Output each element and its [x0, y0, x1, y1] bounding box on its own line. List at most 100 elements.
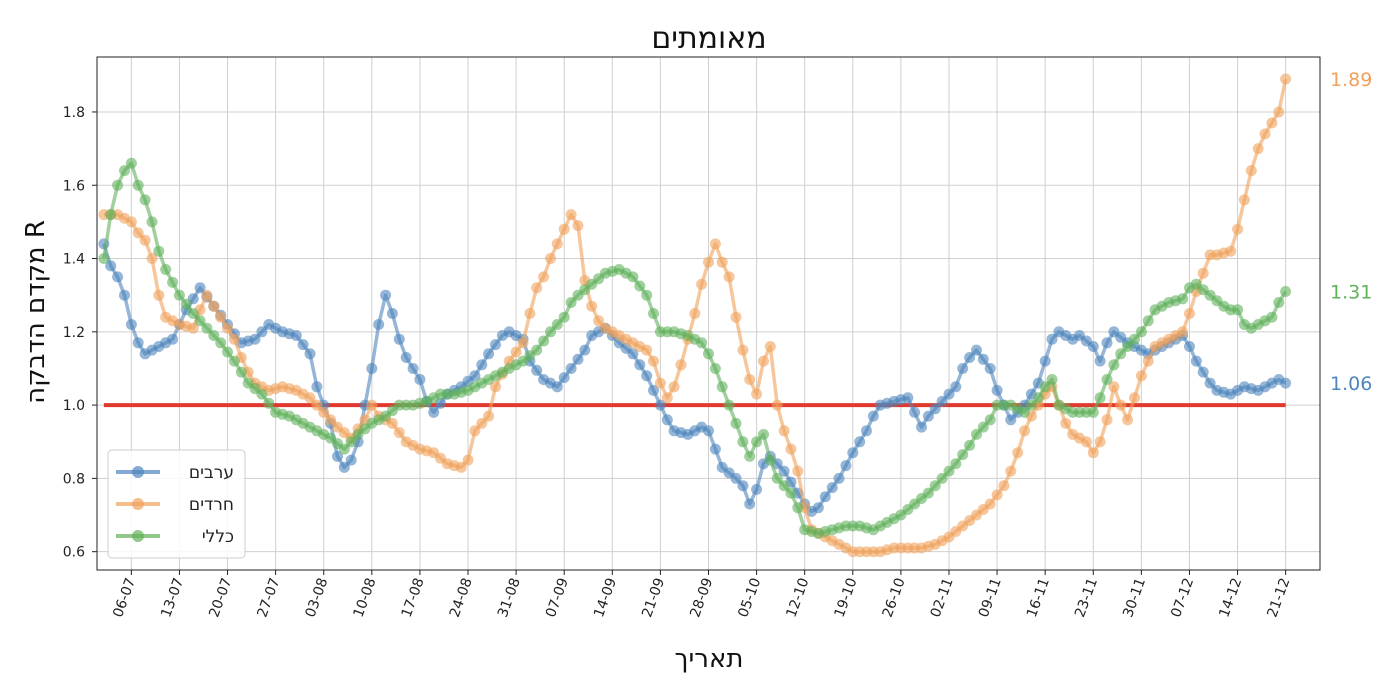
- data-point: [1245, 165, 1257, 177]
- data-point: [139, 234, 151, 246]
- data-point: [483, 348, 495, 360]
- data-point: [833, 472, 845, 484]
- legend: ערבים חרדים כללי: [107, 449, 246, 559]
- data-point: [1108, 359, 1120, 371]
- data-point: [1122, 341, 1134, 352]
- data-point: [187, 308, 199, 319]
- series-2: [98, 73, 1292, 558]
- data-point: [1046, 374, 1058, 385]
- data-point: [696, 337, 708, 349]
- data-point: [1197, 267, 1209, 279]
- data-point: [201, 322, 213, 334]
- data-point: [1135, 326, 1147, 338]
- data-point: [565, 209, 577, 221]
- end-value-label: 1.89: [1330, 69, 1372, 91]
- data-point: [338, 443, 350, 455]
- data-point: [558, 311, 570, 323]
- data-point: [386, 308, 398, 319]
- data-point: [709, 363, 721, 374]
- data-point: [318, 406, 330, 418]
- data-point: [297, 339, 309, 351]
- x-tick-label: 14-12: [1216, 576, 1245, 620]
- data-point: [1094, 436, 1106, 448]
- end-value-label: 1.31: [1330, 282, 1372, 304]
- data-point: [304, 392, 316, 404]
- data-point: [400, 352, 412, 363]
- data-point: [1252, 143, 1264, 155]
- data-point: [991, 384, 1003, 396]
- data-point: [1108, 381, 1120, 393]
- data-point: [208, 300, 220, 312]
- data-point: [565, 363, 577, 374]
- x-tick-label: 03-08: [303, 576, 332, 620]
- data-point: [634, 359, 646, 371]
- series-line: [102, 161, 1288, 536]
- data-point: [916, 421, 927, 433]
- data-point: [867, 410, 879, 422]
- data-point: [483, 410, 495, 422]
- legend-label: ערבים: [189, 463, 234, 483]
- data-point: [228, 355, 240, 367]
- x-tick-label: 26-10: [880, 576, 909, 620]
- legend-swatch-marker: [132, 498, 144, 510]
- end-labels: 1.06 1.89 1.31: [1330, 69, 1372, 395]
- data-point: [1080, 436, 1092, 448]
- data-point: [854, 436, 866, 448]
- data-point: [971, 344, 982, 356]
- data-point: [208, 330, 220, 341]
- data-point: [1087, 406, 1099, 418]
- data-point: [1039, 355, 1051, 367]
- data-point: [228, 333, 240, 345]
- y-axis-label: מקדם הדבקה R: [21, 220, 51, 404]
- data-point: [373, 319, 385, 330]
- data-point: [558, 223, 570, 235]
- data-point: [689, 308, 701, 319]
- data-point: [758, 355, 769, 367]
- x-tick-label: 06-07: [110, 576, 139, 620]
- x-tick-label: 27-07: [254, 576, 283, 620]
- x-tick-label: 05-10: [735, 576, 764, 620]
- x-tick-label: 24-08: [447, 576, 476, 620]
- data-point: [125, 319, 137, 330]
- data-point: [1177, 326, 1189, 338]
- y-tick-label: 1.2: [63, 325, 85, 341]
- data-point: [551, 381, 563, 393]
- data-point: [167, 333, 179, 345]
- data-point: [716, 256, 728, 268]
- data-point: [222, 346, 233, 358]
- x-tick-label: 07-12: [1168, 576, 1197, 620]
- y-tick-label: 1.4: [63, 252, 85, 268]
- data-point: [751, 483, 763, 495]
- data-point: [709, 238, 721, 250]
- data-point: [311, 381, 323, 393]
- data-point: [936, 395, 948, 407]
- data-point: [703, 348, 714, 360]
- data-point: [641, 289, 653, 301]
- data-point: [778, 425, 790, 437]
- x-tick-label: 02-11: [928, 576, 957, 620]
- data-point: [345, 454, 357, 466]
- data-point: [1184, 308, 1195, 319]
- data-point: [744, 374, 756, 385]
- data-point: [325, 414, 337, 426]
- data-point: [661, 414, 673, 426]
- data-point: [332, 450, 343, 462]
- data-point: [675, 359, 687, 371]
- data-point: [929, 403, 941, 415]
- data-point: [1005, 465, 1017, 477]
- data-point: [1232, 304, 1244, 316]
- data-point: [1259, 128, 1271, 140]
- data-point: [132, 337, 144, 349]
- data-point: [1280, 377, 1292, 389]
- data-point: [1101, 374, 1113, 385]
- data-point: [558, 372, 570, 384]
- data-point: [641, 370, 653, 382]
- data-point: [922, 487, 934, 499]
- data-point: [902, 392, 914, 404]
- data-point: [304, 348, 316, 360]
- data-point: [1142, 355, 1154, 367]
- x-tick-label: 21-09: [639, 576, 668, 620]
- data-point: [215, 311, 227, 323]
- data-point: [524, 308, 536, 319]
